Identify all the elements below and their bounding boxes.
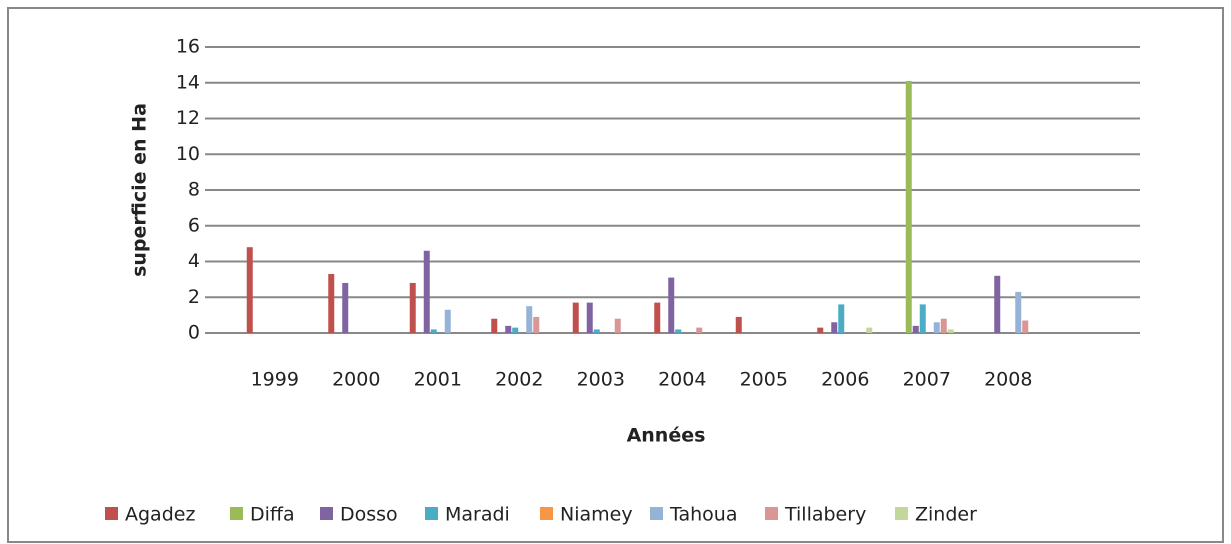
- x-tick-label: 2005: [740, 369, 788, 391]
- bar: [905, 80, 912, 334]
- y-tick-label: 4: [188, 250, 200, 272]
- bar: [940, 318, 947, 333]
- bar: [994, 275, 1001, 333]
- bar: [735, 316, 742, 333]
- bar: [533, 316, 540, 333]
- bar: [668, 277, 675, 333]
- x-tick-label: 2002: [495, 369, 543, 391]
- x-axis-label: Années: [627, 425, 706, 447]
- y-tick-label: 10: [176, 143, 200, 165]
- bar: [933, 322, 940, 333]
- bar: [512, 327, 519, 333]
- bar: [919, 304, 926, 333]
- y-tick-label: 0: [188, 322, 200, 344]
- y-tick-label: 2: [188, 286, 200, 308]
- legend-swatch: [540, 507, 553, 520]
- y-tick-label: 6: [188, 214, 200, 236]
- bar: [423, 250, 430, 333]
- legend-swatch: [765, 507, 778, 520]
- legend-label: Agadez: [125, 504, 195, 526]
- bar: [586, 302, 593, 333]
- legend-label: Maradi: [445, 504, 510, 526]
- x-tick-label: 2000: [332, 369, 380, 391]
- legend-swatch: [895, 507, 908, 520]
- bar: [912, 325, 919, 333]
- y-tick-label: 12: [176, 107, 200, 129]
- bar: [675, 329, 682, 333]
- bar: [696, 327, 703, 333]
- bar: [817, 327, 824, 333]
- legend-label: Dosso: [340, 504, 398, 526]
- x-tick-label: 2003: [577, 369, 625, 391]
- x-tick-label: 2007: [903, 369, 951, 391]
- bar: [1022, 320, 1029, 333]
- bar: [246, 247, 253, 333]
- legend-swatch: [425, 507, 438, 520]
- chart-frame: [7, 7, 1224, 543]
- legend-label: Tillabery: [784, 504, 866, 526]
- bar: [947, 329, 954, 333]
- legend-swatch: [650, 507, 663, 520]
- x-tick-label: 2004: [658, 369, 706, 391]
- bar: [838, 304, 845, 333]
- x-tick-label: 1999: [251, 369, 299, 391]
- bar: [866, 327, 873, 333]
- bar: [491, 318, 498, 333]
- legend-label: Zinder: [915, 504, 977, 526]
- bar: [572, 302, 579, 333]
- x-tick-label: 2008: [984, 369, 1032, 391]
- bar: [505, 325, 512, 333]
- x-tick-label: 2001: [414, 369, 462, 391]
- legend-label: Diffa: [250, 504, 295, 526]
- y-tick-label: 8: [188, 179, 200, 201]
- bar: [654, 302, 661, 333]
- bar: [614, 318, 621, 333]
- y-axis-label: superficie en Ha: [129, 103, 151, 277]
- bar: [342, 282, 349, 333]
- legend-label: Tahoua: [669, 504, 737, 526]
- legend-swatch: [230, 507, 243, 520]
- bar: [526, 306, 533, 333]
- legend-swatch: [105, 507, 118, 520]
- bar: [831, 322, 838, 333]
- bar: [444, 309, 451, 333]
- bar: [430, 329, 437, 333]
- y-tick-label: 14: [176, 71, 200, 93]
- legend-swatch: [320, 507, 333, 520]
- bar: [1015, 291, 1022, 333]
- bar: [328, 274, 335, 333]
- bar: [409, 282, 416, 333]
- x-tick-label: 2006: [821, 369, 869, 391]
- bar: [593, 329, 600, 333]
- y-tick-label: 16: [176, 36, 200, 58]
- legend-label: Niamey: [560, 504, 633, 526]
